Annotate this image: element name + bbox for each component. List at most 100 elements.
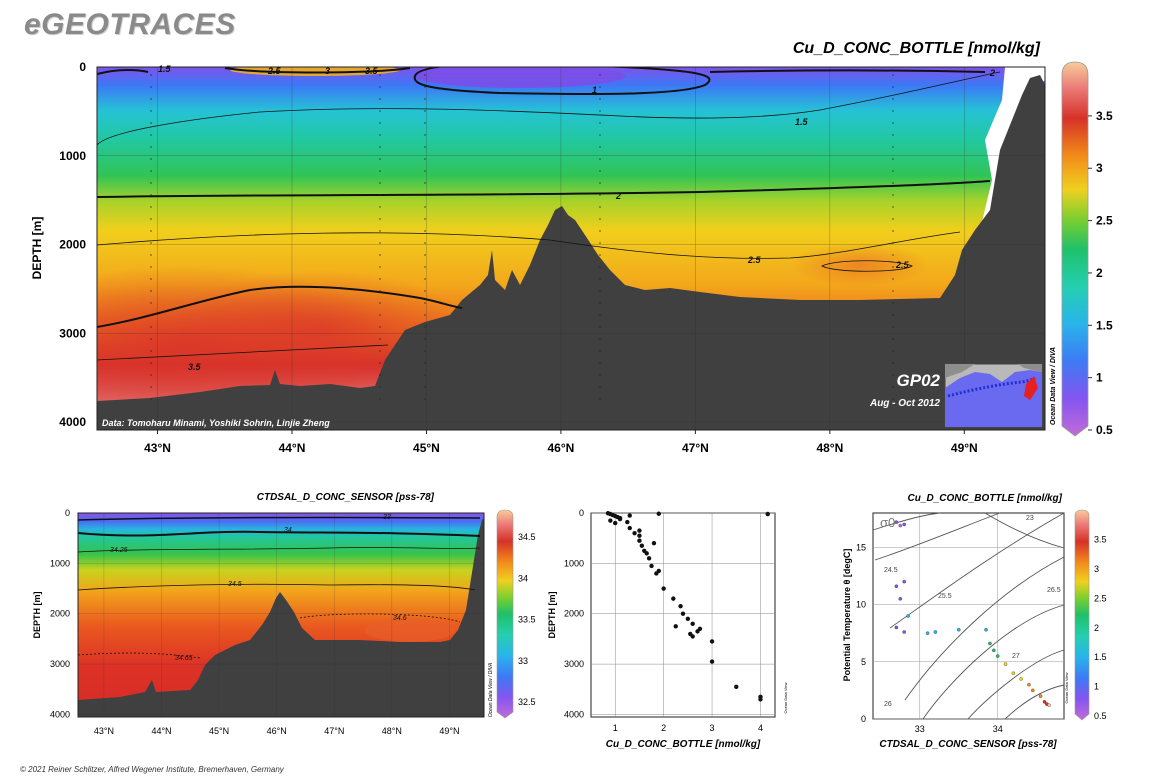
ts-ytick: 15 bbox=[856, 542, 866, 552]
profile-point bbox=[608, 518, 613, 523]
ts-colorbar-tick: 1.5 bbox=[1094, 652, 1107, 662]
main-colorbar-tick: 3.5 bbox=[1096, 109, 1113, 123]
profile-point bbox=[690, 634, 695, 639]
main-ytick: 2000 bbox=[59, 238, 86, 252]
ts-colorbar-tick: 2 bbox=[1094, 623, 1099, 633]
sal-contour-label: 34 bbox=[284, 527, 292, 534]
profile-point bbox=[617, 516, 623, 522]
sal-colorbar-tick: 33.5 bbox=[518, 615, 536, 625]
contour-label: 1 bbox=[592, 85, 597, 95]
profile-point bbox=[697, 626, 703, 632]
ts-point bbox=[906, 614, 910, 618]
ts-point bbox=[1019, 677, 1023, 681]
prof-ytick: 4000 bbox=[564, 709, 584, 719]
sal-colorbar-tick: 34 bbox=[518, 573, 528, 583]
contour-label: 3 bbox=[325, 66, 330, 76]
profile-point bbox=[639, 543, 645, 548]
salinity-section-plot: CTDSAL_D_CONC_SENSOR [pss-78] 33 34 34.2… bbox=[32, 492, 536, 736]
main-xtick: 44°N bbox=[279, 441, 306, 455]
prof-side-label: Ocean Data View bbox=[783, 682, 788, 713]
ts-point bbox=[1031, 688, 1035, 693]
profile-point bbox=[651, 541, 657, 546]
isopycnal-label: 26.5 bbox=[1047, 587, 1061, 594]
profile-point bbox=[627, 513, 632, 518]
main-bathymetry bbox=[97, 75, 1045, 430]
main-xtick: 43°N bbox=[144, 441, 171, 455]
ts-ytick: 5 bbox=[861, 657, 866, 667]
sal-contour-label: 33 bbox=[383, 514, 391, 521]
contour-label: 3.5 bbox=[188, 362, 202, 372]
sal-ytick: 4000 bbox=[50, 709, 70, 719]
sal-contour-label: 34.25 bbox=[110, 547, 128, 554]
ts-point bbox=[894, 584, 899, 588]
ts-title: Cu_D_CONC_BOTTLE [nmol/kg] bbox=[908, 493, 1063, 504]
ts-point bbox=[902, 522, 906, 527]
profile-point bbox=[680, 611, 686, 616]
main-colorbar-tick: 3 bbox=[1096, 161, 1103, 175]
main-colorbar-tick: 1.5 bbox=[1096, 318, 1113, 332]
isopycnal-label: 26 bbox=[884, 701, 892, 708]
prof-ytick: 0 bbox=[579, 508, 584, 518]
ts-point bbox=[992, 648, 996, 653]
main-credit: Data: Tomoharu Minami, Yoshiki Sohrin, L… bbox=[102, 418, 330, 428]
sal-contour-label: 34.5 bbox=[228, 581, 242, 588]
profile-point bbox=[709, 639, 715, 644]
contour-label: 3.5 bbox=[365, 66, 379, 76]
sal-ytick: 0 bbox=[65, 508, 70, 518]
isopycnal-label: 25.5 bbox=[938, 593, 952, 600]
contour-label: 2.5 bbox=[747, 255, 762, 265]
sal-ylabel: DEPTH [m] bbox=[32, 591, 42, 638]
profile-point bbox=[656, 568, 661, 574]
isopycnal-label: 27 bbox=[1012, 653, 1020, 660]
main-ytick: 0 bbox=[79, 60, 86, 74]
sal-ytick: 3000 bbox=[50, 659, 70, 669]
main-colorbar-tick: 0.5 bbox=[1096, 423, 1113, 437]
ts-xtick: 34 bbox=[993, 724, 1003, 734]
ts-point bbox=[902, 630, 906, 634]
ts-point bbox=[1042, 700, 1047, 704]
profile-point bbox=[637, 528, 642, 533]
sal-xtick: 47°N bbox=[324, 726, 344, 736]
section-label: GP02 bbox=[897, 371, 941, 390]
profile-point bbox=[637, 538, 642, 543]
prof-ytick: 3000 bbox=[564, 659, 584, 669]
profile-point bbox=[661, 586, 666, 591]
sal-contour-label: 34.6 bbox=[393, 615, 407, 622]
sal-colorbar-tick: 33 bbox=[518, 656, 528, 666]
sal-xtick: 43°N bbox=[94, 726, 114, 736]
main-ytick: 3000 bbox=[59, 326, 86, 340]
prof-ylabel: DEPTH [m] bbox=[547, 591, 557, 638]
ts-side-label: Ocean Data View bbox=[1064, 672, 1069, 703]
ts-point bbox=[1027, 682, 1031, 687]
ts-point bbox=[894, 520, 899, 524]
ts-colorbar-tick: 3 bbox=[1094, 564, 1099, 574]
sal-colorbar bbox=[496, 509, 514, 719]
sal-contour-label: 34.65 bbox=[175, 655, 193, 662]
profile-point bbox=[690, 621, 695, 627]
ts-xlabel: CTDSAL_D_CONC_SENSOR [pss-78] bbox=[879, 739, 1057, 750]
cu-depth-profile-plot: 1 2 3 4 0 1000 2000 3000 4000 Cu_D_CONC_BOTTLE … bbox=[547, 508, 788, 750]
sal-colorbar-tick: 32.5 bbox=[518, 697, 536, 707]
inset-map bbox=[944, 363, 1043, 428]
profile-point bbox=[613, 520, 618, 526]
contour-label: 1.5 bbox=[158, 64, 172, 74]
profile-point bbox=[765, 511, 770, 517]
sal-ytick: 2000 bbox=[50, 609, 70, 619]
ts-point bbox=[894, 625, 899, 630]
ts-point bbox=[1047, 703, 1051, 708]
sal-xtick: 48°N bbox=[382, 726, 402, 736]
ts-point bbox=[925, 631, 930, 635]
copyright-footer: © 2021 Reiner Schlitzer, Alfred Wegener … bbox=[20, 765, 284, 774]
ts-colorbar bbox=[1074, 509, 1090, 721]
ts-xtick: 33 bbox=[915, 724, 925, 734]
profile-point bbox=[678, 603, 683, 609]
main-colorbar bbox=[1061, 61, 1089, 437]
sal-xtick: 44°N bbox=[151, 726, 171, 736]
ts-point bbox=[1038, 694, 1043, 698]
main-section-plot: Cu_D_CONC_BOTTLE [nmol/kg] bbox=[30, 40, 1113, 455]
sal-xtick: 49°N bbox=[439, 726, 459, 736]
ts-colorbar-tick: 2.5 bbox=[1094, 593, 1107, 603]
ts-ytick: 0 bbox=[861, 714, 866, 724]
profile-point bbox=[649, 563, 654, 569]
